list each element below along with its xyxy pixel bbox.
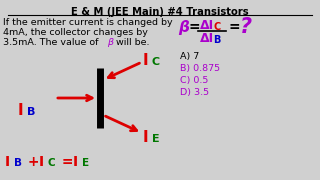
- Text: =: =: [228, 20, 240, 34]
- Text: I: I: [143, 130, 148, 145]
- Text: I: I: [5, 155, 10, 169]
- Text: β: β: [178, 20, 189, 35]
- Text: B) 0.875: B) 0.875: [180, 64, 220, 73]
- Text: 3.5mA. The value of: 3.5mA. The value of: [3, 38, 101, 47]
- Text: E: E: [152, 134, 160, 144]
- Text: D) 3.5: D) 3.5: [180, 88, 209, 97]
- Text: C: C: [48, 158, 56, 168]
- Text: B: B: [213, 35, 220, 45]
- Text: will be.: will be.: [113, 38, 149, 47]
- Text: C) 0.5: C) 0.5: [180, 76, 208, 85]
- Text: ΔI: ΔI: [200, 19, 214, 32]
- Text: I: I: [143, 53, 148, 68]
- Text: I: I: [73, 155, 78, 169]
- Text: β: β: [107, 38, 113, 47]
- Text: =: =: [188, 20, 200, 34]
- Text: B: B: [14, 158, 22, 168]
- Text: C: C: [152, 57, 160, 67]
- Text: I: I: [39, 155, 44, 169]
- Text: A) 7: A) 7: [180, 52, 199, 61]
- Text: +: +: [23, 155, 44, 169]
- Text: B: B: [27, 107, 36, 117]
- Text: I: I: [18, 103, 24, 118]
- Text: E & M (JEE Main) #4 Transistors: E & M (JEE Main) #4 Transistors: [71, 7, 249, 17]
- Text: ΔI: ΔI: [200, 32, 214, 45]
- Text: C: C: [213, 22, 220, 32]
- Text: If the emitter current is changed by: If the emitter current is changed by: [3, 18, 172, 27]
- Text: 4mA, the collector changes by: 4mA, the collector changes by: [3, 28, 148, 37]
- Text: =: =: [57, 155, 78, 169]
- Text: E: E: [82, 158, 89, 168]
- Text: ?: ?: [240, 17, 252, 37]
